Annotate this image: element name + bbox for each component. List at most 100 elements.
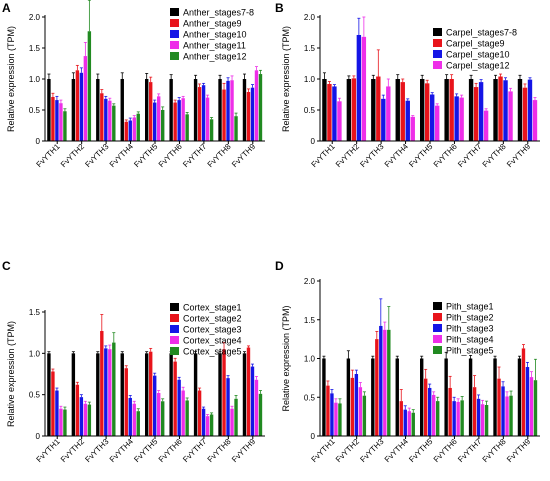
bar	[197, 390, 202, 436]
bar	[525, 367, 530, 436]
bar	[169, 79, 173, 141]
x-tick-label: FvYTH7	[181, 142, 208, 169]
bar	[456, 401, 460, 436]
bar	[55, 100, 59, 141]
bar	[428, 387, 432, 436]
y-tick-label: 2.0	[304, 277, 316, 286]
bar	[83, 56, 88, 142]
bar	[322, 79, 327, 141]
bar	[468, 79, 474, 141]
bar	[376, 76, 381, 141]
bar	[332, 86, 337, 141]
legend-swatch	[170, 19, 179, 27]
y-tick-label: 0.5	[304, 393, 316, 402]
bar	[128, 397, 132, 436]
chart-panel-a: A Relative expression (TPM) 0 0.5 1.0 1.5 2.0 F…	[2, 0, 265, 169]
bar	[100, 93, 104, 141]
bar	[517, 358, 522, 436]
panel-letter: A	[2, 1, 11, 15]
bar	[209, 414, 214, 436]
bar	[55, 390, 59, 436]
bar	[63, 409, 67, 436]
bar	[177, 379, 181, 436]
y-axis-label: Relative expression (TPM)	[281, 26, 291, 132]
bar	[181, 390, 185, 436]
x-tick-label: FvYTH2	[59, 142, 86, 169]
legend-swatch	[170, 314, 179, 322]
y-tick-label: 1.5	[29, 44, 41, 53]
x-tick-label: FvYTH7	[456, 437, 483, 464]
bar	[350, 377, 355, 436]
bar	[517, 79, 523, 141]
bar	[444, 79, 449, 141]
bar	[173, 361, 177, 436]
bar	[222, 89, 226, 141]
bar	[96, 353, 100, 436]
bar	[234, 398, 238, 436]
bar	[51, 371, 55, 436]
panel-letter: C	[2, 259, 11, 273]
bar	[497, 378, 501, 436]
bar	[157, 96, 161, 141]
y-tick-label: 1.5	[29, 308, 41, 317]
bar	[358, 387, 363, 436]
bar	[400, 82, 405, 141]
bar	[387, 329, 391, 436]
bar	[381, 98, 386, 141]
x-tick-label: FvYTH4	[383, 437, 410, 464]
bar	[124, 121, 128, 141]
bar	[337, 101, 342, 141]
bar	[498, 76, 503, 141]
bar	[181, 98, 185, 141]
bar	[371, 79, 376, 141]
bar	[430, 94, 435, 141]
bar	[411, 412, 415, 436]
y-tick-label: 1.0	[29, 75, 41, 84]
x-tick-label: FvYTH5	[132, 437, 159, 464]
y-tick-label: 0	[36, 432, 41, 441]
bar	[112, 105, 116, 141]
bar	[254, 379, 259, 436]
bar	[473, 87, 479, 141]
bar	[120, 353, 124, 436]
legend-entry: Cortex_stage4	[183, 336, 242, 346]
x-tick-label: FvYTH9	[230, 142, 257, 169]
x-tick-label: FvYTH4	[108, 437, 135, 464]
bar	[71, 79, 76, 141]
legend-entry: Pith_stage3	[446, 324, 494, 334]
bar	[201, 85, 206, 141]
x-tick-label: FvYTH5	[132, 142, 159, 169]
legend-swatch	[433, 50, 442, 58]
x-tick-label: FvYTH5	[407, 142, 434, 169]
x-tick-label: FvYTH2	[59, 437, 86, 464]
y-tick-label: 1.5	[304, 44, 316, 53]
bar	[375, 339, 379, 436]
bar	[424, 378, 428, 436]
y-axis-label: Relative expression (TPM)	[281, 305, 291, 411]
bar	[484, 405, 489, 436]
bar	[185, 400, 189, 436]
legend-entry: Anther_stage9	[183, 19, 242, 29]
x-tick-label: FvYTH9	[505, 437, 532, 464]
y-tick-label: 0	[311, 432, 316, 441]
bar	[161, 401, 165, 436]
chart-panel-b: B Relative expression (TPM) 0 0.5 1.0 1.5 2.0 F…	[275, 1, 540, 169]
y-tick-label: 1.0	[29, 349, 41, 358]
bar	[432, 394, 436, 436]
bar	[493, 79, 498, 141]
y-tick-label: 2.0	[29, 13, 41, 22]
bar	[75, 70, 80, 141]
bar	[493, 358, 497, 436]
bar	[242, 353, 247, 436]
bar	[258, 74, 263, 141]
bar	[222, 349, 226, 436]
bar	[108, 349, 112, 436]
bar	[395, 358, 399, 436]
panel-letter: B	[275, 1, 284, 15]
legend-swatch	[170, 325, 179, 333]
bar	[230, 80, 234, 141]
legend-entry: Anther_stage12	[183, 52, 247, 62]
bar	[356, 34, 362, 142]
bar	[410, 116, 415, 141]
bar	[79, 397, 84, 436]
